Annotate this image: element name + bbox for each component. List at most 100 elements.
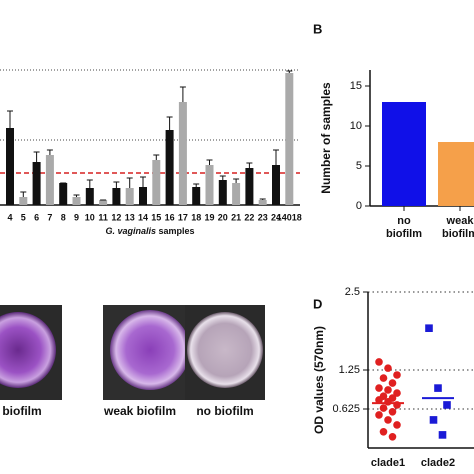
- x-tick-label: no: [397, 215, 411, 227]
- point: [375, 396, 383, 404]
- error-bar: [259, 198, 266, 200]
- bar: [438, 142, 474, 206]
- bar: [178, 102, 187, 205]
- x-tick-label: 19: [204, 212, 214, 222]
- x-tick-label: 11: [98, 212, 108, 222]
- bar: [59, 183, 68, 205]
- bar: [32, 162, 41, 205]
- x-tick-label: 13: [125, 212, 135, 222]
- x-tick-label: biofilm: [386, 228, 422, 240]
- point: [379, 404, 388, 412]
- bar: [152, 160, 161, 205]
- x-tick-label: 23: [258, 212, 268, 222]
- point: [429, 416, 438, 424]
- point: [388, 408, 397, 416]
- x-tick-label: 6: [34, 212, 39, 222]
- bar: [205, 165, 214, 205]
- y-tick-label: 5: [356, 160, 362, 172]
- bar: [6, 128, 14, 205]
- error-bar: [86, 179, 93, 188]
- point: [388, 379, 397, 387]
- point: [375, 358, 383, 366]
- y-tick-label: 10: [350, 120, 362, 132]
- error-bar: [273, 149, 279, 165]
- x-tick-label: 14018: [277, 212, 302, 222]
- point: [388, 432, 397, 441]
- bar: [285, 73, 294, 205]
- point: [438, 431, 447, 439]
- error-bar: [166, 116, 173, 130]
- y-tick-label: 0: [356, 200, 362, 212]
- error-bar: [46, 149, 53, 155]
- x-tick-label: 14: [138, 212, 148, 222]
- error-bar: [233, 178, 240, 183]
- point: [379, 374, 388, 382]
- bar: [382, 102, 426, 206]
- error-bar: [140, 176, 146, 187]
- x-tick-label: 20: [218, 212, 228, 222]
- x-tick-label: 5: [21, 212, 26, 222]
- error-bar: [179, 86, 186, 102]
- point: [443, 401, 451, 409]
- error-bar: [20, 191, 27, 197]
- x-tick-label: biofilm: [442, 228, 474, 240]
- photo-label: biofilm: [2, 404, 41, 418]
- y-tick-label: 15: [350, 80, 362, 92]
- point: [384, 386, 392, 394]
- x-tick-label: 8: [61, 212, 66, 222]
- y-tick-label: 0.625: [332, 403, 360, 415]
- x-tick-label: clade2: [421, 457, 455, 469]
- point: [375, 411, 383, 419]
- x-tick-label: 12: [111, 212, 121, 222]
- bar: [19, 197, 28, 205]
- bar: [85, 188, 94, 205]
- error-bar: [33, 151, 40, 162]
- point: [393, 421, 401, 429]
- point: [384, 398, 392, 406]
- bar: [165, 130, 174, 205]
- x-axis-label-italic: G. vaginalis: [105, 226, 156, 236]
- bar: [99, 200, 108, 205]
- error-bar: [246, 162, 253, 168]
- bar: [112, 188, 121, 205]
- error-bar: [219, 175, 226, 180]
- bar: [232, 183, 241, 205]
- x-axis-label: G. vaginalis samples: [105, 226, 194, 236]
- y-axis-label: Number of samples: [319, 82, 333, 194]
- x-tick-label: 17: [178, 212, 188, 222]
- error-bar: [206, 159, 213, 165]
- point: [379, 427, 388, 436]
- error-bar: [126, 177, 133, 188]
- y-tick-label: 2.5: [345, 286, 360, 298]
- x-tick-label: 21: [231, 212, 241, 222]
- bar: [192, 187, 201, 205]
- panel-label: B: [313, 21, 322, 36]
- point: [375, 384, 383, 392]
- point: [393, 371, 401, 379]
- well: [187, 312, 263, 388]
- point: [393, 389, 401, 397]
- panel-label: D: [313, 296, 322, 311]
- y-axis-label: OD values (570nm): [312, 326, 326, 434]
- point: [434, 384, 442, 392]
- x-tick-label: 7: [47, 212, 52, 222]
- x-tick-label: 24: [271, 212, 281, 222]
- bar: [258, 200, 267, 205]
- x-tick-label: 16: [165, 212, 175, 222]
- x-tick-label: 9: [74, 212, 79, 222]
- error-bar: [73, 194, 80, 197]
- bar: [218, 180, 227, 205]
- photo-label: weak biofilm: [103, 404, 176, 418]
- error-bar: [7, 110, 13, 128]
- point: [384, 364, 392, 372]
- point: [425, 324, 433, 332]
- x-tick-label: 4: [7, 212, 12, 222]
- error-bar: [113, 181, 120, 188]
- error-bar: [153, 154, 160, 160]
- x-tick-label: clade1: [371, 457, 405, 469]
- well: [110, 310, 190, 390]
- x-tick-label: weak: [446, 215, 474, 227]
- error-bar: [193, 183, 200, 187]
- photo-label: no biofilm: [196, 404, 253, 418]
